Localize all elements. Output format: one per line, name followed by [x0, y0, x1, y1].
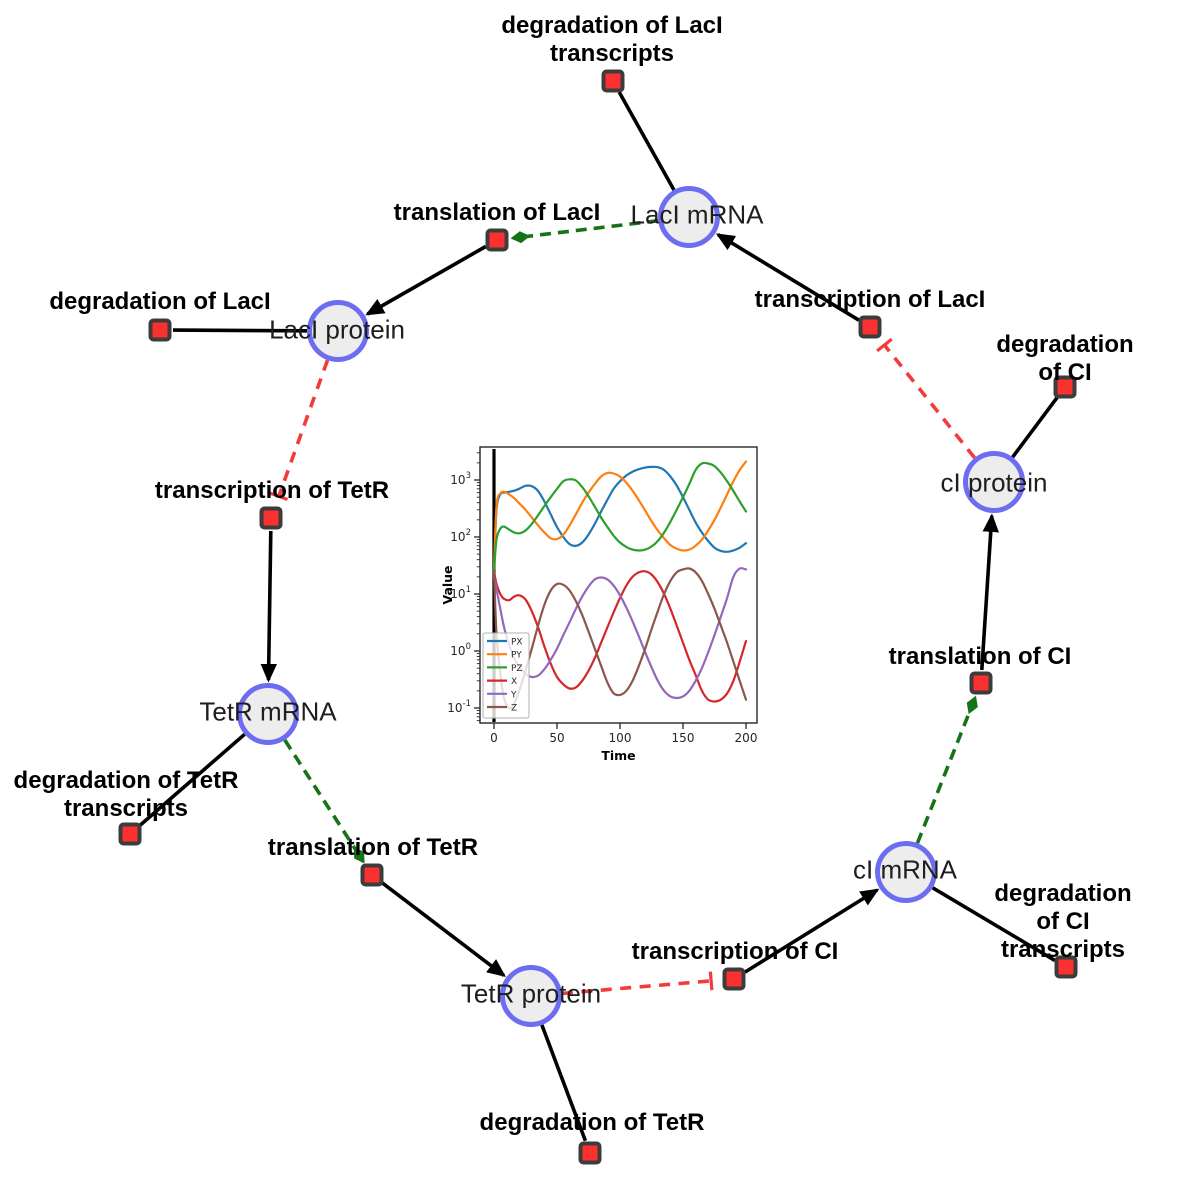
- plot-frame: [479, 446, 758, 724]
- series-X-line: [492, 570, 748, 703]
- reaction-transcription-ci-label: transcription of CI: [631, 937, 839, 965]
- y-tick-label: 10-1: [447, 699, 471, 715]
- legend-label-Y: Y: [510, 690, 517, 700]
- reaction-transcription-laci-label: transcription of LacI: [754, 285, 986, 313]
- species-tetr-mrna-label: TetR mRNA: [199, 696, 337, 727]
- y-tick-label: 100: [450, 642, 471, 658]
- series-PX-line: [492, 465, 748, 573]
- species-laci-mrna-label: LacI mRNA: [630, 199, 764, 230]
- y-tick-label: 101: [450, 585, 471, 601]
- reaction-degradation-ci[interactable]: [1053, 375, 1077, 399]
- species-laci-protein-label: LacI protein: [269, 314, 405, 345]
- x-tick-label: 50: [549, 731, 564, 745]
- reaction-degradation-laci-transcripts-label: degradation of LacI transcripts: [501, 11, 723, 67]
- x-tick-label: 200: [735, 731, 758, 745]
- species-ci-protein-label: cI protein: [940, 467, 1048, 498]
- reaction-translation-tetr[interactable]: [360, 863, 384, 887]
- inset-plot: 10-1 100 101 102 103 0 50 100 150 200 Time Value PX P…: [440, 428, 780, 773]
- species-tetr-mrna[interactable]: [237, 683, 299, 745]
- x-tick-label: 0: [490, 731, 498, 745]
- edge-laci_mrna-to-tl_laci-modifier[interactable]: [510, 218, 659, 244]
- series-PY-line: [492, 460, 748, 573]
- edge-ci_mrna-to-deg_ci_tr-consumption[interactable]: [931, 886, 1056, 962]
- reaction-translation-ci-label: translation of CI: [888, 642, 1072, 670]
- edge-ci_protein-to-deg_ci-consumption[interactable]: [1011, 396, 1059, 459]
- edge-ci_mrna-to-tl_ci-modifier[interactable]: [915, 695, 978, 844]
- species-tetr-protein[interactable]: [500, 965, 562, 1027]
- edge-tx_tetr-to-tetr_mrna-production[interactable]: [260, 530, 277, 683]
- reaction-translation-tetr-label: translation of TetR: [267, 833, 479, 861]
- edge-tl_tetr-to-tetr_protein-production[interactable]: [381, 881, 506, 977]
- reaction-transcription-ci[interactable]: [722, 967, 746, 991]
- edge-tetr_protein-to-deg_tetr-consumption[interactable]: [540, 1024, 588, 1142]
- species-ci-mrna[interactable]: [875, 841, 937, 903]
- reaction-degradation-laci-label: degradation of LacI: [49, 287, 271, 315]
- reaction-degradation-ci-transcripts[interactable]: [1054, 955, 1078, 979]
- reaction-transcription-tetr[interactable]: [259, 506, 283, 530]
- edge-tx_ci-to-ci_mrna-production[interactable]: [744, 888, 880, 974]
- x-axis-label: Time: [601, 748, 635, 763]
- y-axis-label: Value: [440, 565, 455, 604]
- edge-tetr_mrna-to-tl_tetr-modifier[interactable]: [283, 739, 365, 864]
- edge-laci_protein-to-deg_laci-consumption[interactable]: [172, 328, 308, 333]
- edge-tl_ci-to-ci_protein-production[interactable]: [980, 513, 999, 671]
- edge-tx_laci-to-laci_mrna-production[interactable]: [715, 233, 860, 322]
- edge-tetr_protein-to-tx_ci-inhibition[interactable]: [561, 971, 714, 996]
- reaction-degradation-laci-transcripts[interactable]: [601, 69, 625, 93]
- legend-label-X: X: [511, 677, 517, 687]
- reaction-degradation-tetr-label: degradation of TetR: [479, 1108, 705, 1136]
- reaction-translation-laci-label: translation of LacI: [393, 198, 601, 226]
- y-tick-label: 103: [450, 471, 471, 487]
- edge-ci_protein-to-tx_laci-inhibition[interactable]: [876, 337, 977, 459]
- reaction-transcription-laci[interactable]: [858, 315, 882, 339]
- edge-laci_mrna-to-deg_laci_tr-consumption[interactable]: [617, 91, 676, 191]
- x-tick-label: 150: [672, 731, 695, 745]
- reaction-transcription-tetr-label: transcription of TetR: [154, 476, 390, 504]
- reaction-degradation-ci-label: degradation of CI: [996, 330, 1134, 386]
- series-PZ-line: [492, 461, 748, 573]
- legend-label-PZ: PZ: [511, 664, 523, 674]
- edge-laci_protein-to-tx_tetr-inhibition[interactable]: [269, 359, 330, 501]
- legend-label-PY: PY: [511, 651, 522, 661]
- reaction-degradation-tetr-transcripts-label: degradation of TetR transcripts: [13, 766, 239, 822]
- reaction-degradation-ci-transcripts-label: degradation of CI transcripts: [994, 879, 1132, 964]
- species-laci-protein[interactable]: [307, 300, 369, 362]
- reaction-translation-laci[interactable]: [485, 228, 509, 252]
- x-tick-label: 100: [609, 731, 632, 745]
- legend-label-Z: Z: [511, 704, 517, 714]
- species-laci-mrna[interactable]: [658, 186, 720, 248]
- species-ci-protein[interactable]: [963, 451, 1025, 513]
- reaction-degradation-tetr-transcripts[interactable]: [118, 822, 142, 846]
- legend-label-PX: PX: [511, 638, 523, 648]
- reaction-translation-ci[interactable]: [969, 671, 993, 695]
- y-tick-label: 102: [450, 528, 471, 544]
- species-ci-mrna-label: cI mRNA: [853, 854, 957, 885]
- reaction-degradation-laci[interactable]: [148, 318, 172, 342]
- reaction-degradation-tetr[interactable]: [578, 1141, 602, 1165]
- edge-tetr_mrna-to-deg_tetr_tr-consumption[interactable]: [138, 732, 246, 827]
- species-tetr-protein-label: TetR protein: [460, 978, 602, 1009]
- edge-tl_laci-to-laci_protein-production[interactable]: [365, 244, 487, 316]
